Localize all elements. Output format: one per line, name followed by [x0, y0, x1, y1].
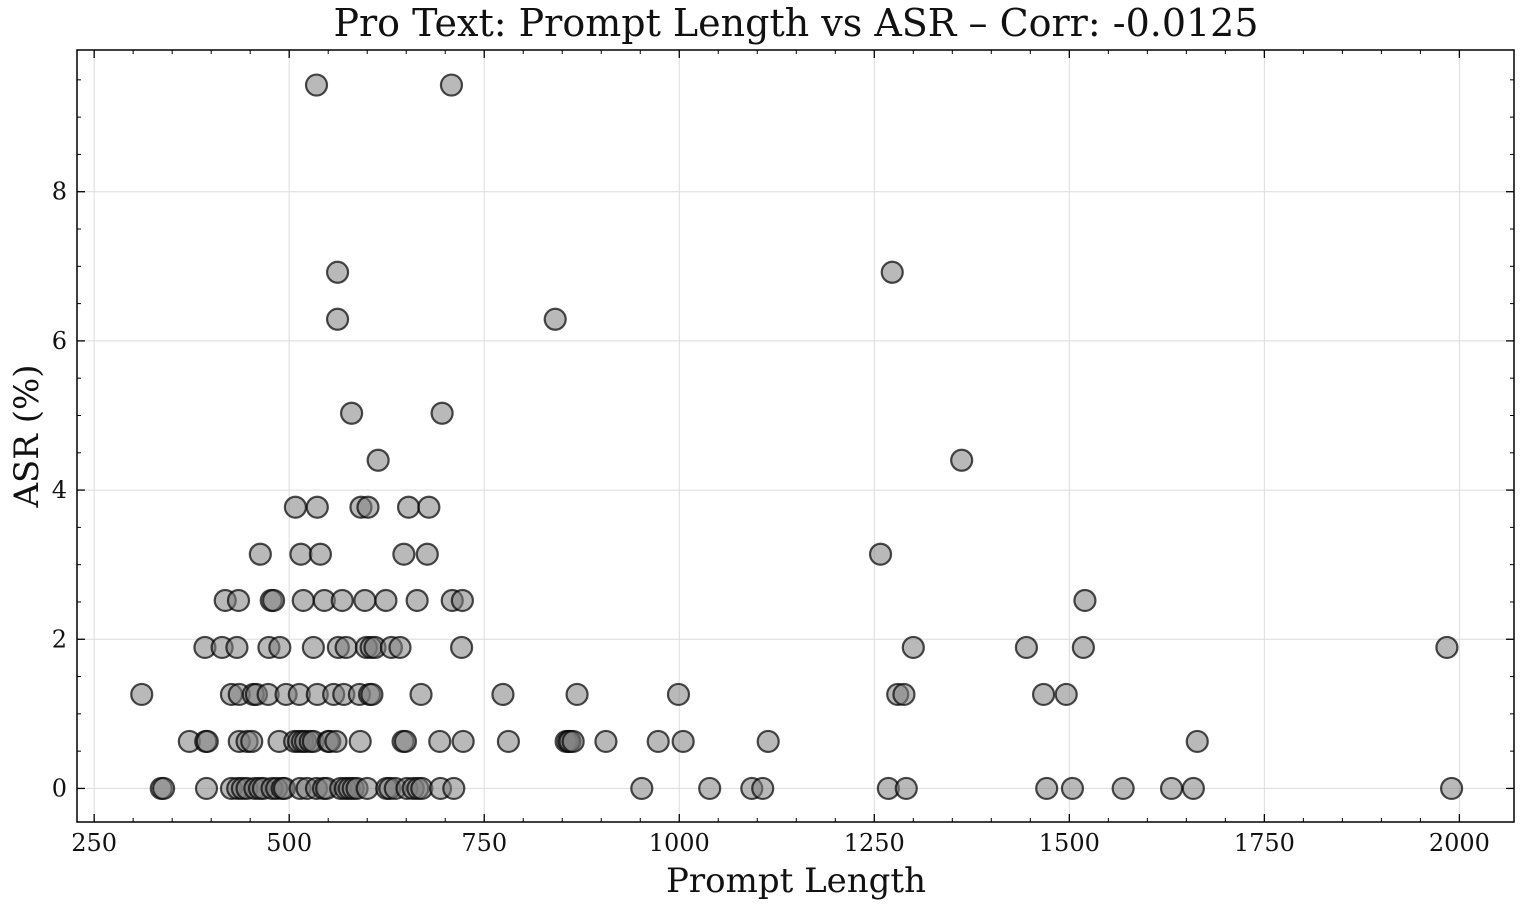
data-point [496, 729, 521, 754]
data-point [405, 588, 429, 613]
data-point [240, 729, 264, 754]
data-point [417, 495, 441, 519]
data-point [289, 542, 313, 566]
data-point [348, 729, 372, 754]
data-point [428, 729, 452, 754]
data-point [442, 776, 466, 801]
data-point [1181, 776, 1205, 801]
data-point [291, 588, 315, 613]
data-point [261, 588, 286, 613]
data-point [594, 729, 618, 754]
data-point [325, 260, 350, 284]
data-point [415, 542, 439, 566]
data-point [324, 729, 348, 754]
data-point [646, 729, 670, 754]
data-point [1031, 682, 1056, 707]
data-point [1054, 682, 1078, 707]
data-point [268, 635, 292, 660]
chart-title: Pro Text: Prompt Length vs ASR – Corr: -… [333, 1, 1258, 45]
data-point [392, 542, 416, 566]
plot-frame [76, 49, 1515, 823]
y-axis-label: ASR (%) [7, 364, 47, 508]
data-point [409, 682, 433, 707]
data-point [630, 776, 654, 801]
x-tick-label: 1000 [649, 829, 710, 857]
data-point [491, 682, 515, 707]
y-tick-label: 4 [52, 476, 67, 504]
x-tick-label: 1500 [1039, 829, 1100, 857]
points-layer [130, 73, 1464, 801]
data-point [195, 729, 219, 754]
data-point [304, 73, 329, 97]
data-point [130, 682, 154, 707]
data-point [396, 495, 421, 519]
data-point [880, 260, 904, 284]
x-axis-label: Prompt Length [666, 861, 926, 901]
x-tick-label: 500 [266, 829, 312, 857]
x-tick-label: 2000 [1429, 829, 1490, 857]
data-point [325, 307, 350, 331]
data-point [308, 542, 333, 566]
data-point [892, 682, 916, 707]
data-point [366, 448, 390, 472]
x-tick-label: 1250 [844, 829, 905, 857]
grid-layer [77, 50, 1514, 822]
data-point [1111, 776, 1135, 801]
y-tick-label: 6 [52, 327, 67, 355]
data-point [868, 542, 893, 566]
data-point [388, 635, 412, 660]
x-tick-label: 250 [71, 829, 117, 857]
data-point [283, 495, 308, 519]
data-point [1014, 635, 1039, 660]
data-point [334, 635, 358, 660]
data-point [356, 495, 380, 519]
data-point [301, 635, 325, 660]
data-point [1185, 729, 1209, 754]
data-point [1439, 776, 1464, 801]
data-point [1073, 588, 1097, 613]
data-point [543, 307, 567, 331]
x-tick-label: 1750 [1234, 829, 1295, 857]
data-point [194, 776, 219, 801]
data-point [330, 588, 354, 613]
data-point [1060, 776, 1085, 801]
data-point [355, 776, 379, 801]
data-point [248, 542, 272, 566]
y-tick-label: 2 [52, 625, 67, 653]
data-point [894, 776, 918, 801]
data-point [450, 588, 474, 613]
data-point [666, 682, 691, 707]
data-point [565, 682, 589, 707]
data-point [226, 588, 251, 613]
data-point [393, 729, 418, 754]
data-point [561, 729, 585, 754]
data-point [430, 401, 454, 425]
y-tick-label: 0 [52, 774, 67, 802]
data-point [698, 776, 722, 801]
data-point [439, 73, 464, 97]
data-point [151, 776, 176, 801]
data-point [1435, 635, 1459, 660]
data-point [901, 635, 925, 660]
data-point [671, 729, 695, 754]
data-point [374, 588, 398, 613]
data-point [305, 495, 329, 519]
data-point [756, 729, 780, 754]
data-point [751, 776, 775, 801]
data-point [360, 682, 384, 707]
data-point [950, 448, 974, 472]
data-point [1071, 635, 1095, 660]
x-tick-label: 750 [461, 829, 507, 857]
data-point [225, 635, 249, 660]
y-tick-label: 8 [52, 178, 67, 206]
data-point [353, 588, 377, 613]
tick-layer: 250 500 750 1000 1250 1500 1750 2000 0 2 4 6 8 [52, 50, 1514, 857]
data-point [1159, 776, 1184, 801]
data-point [1035, 776, 1059, 801]
data-point [450, 635, 474, 660]
data-point [451, 729, 475, 754]
data-point [340, 401, 364, 425]
